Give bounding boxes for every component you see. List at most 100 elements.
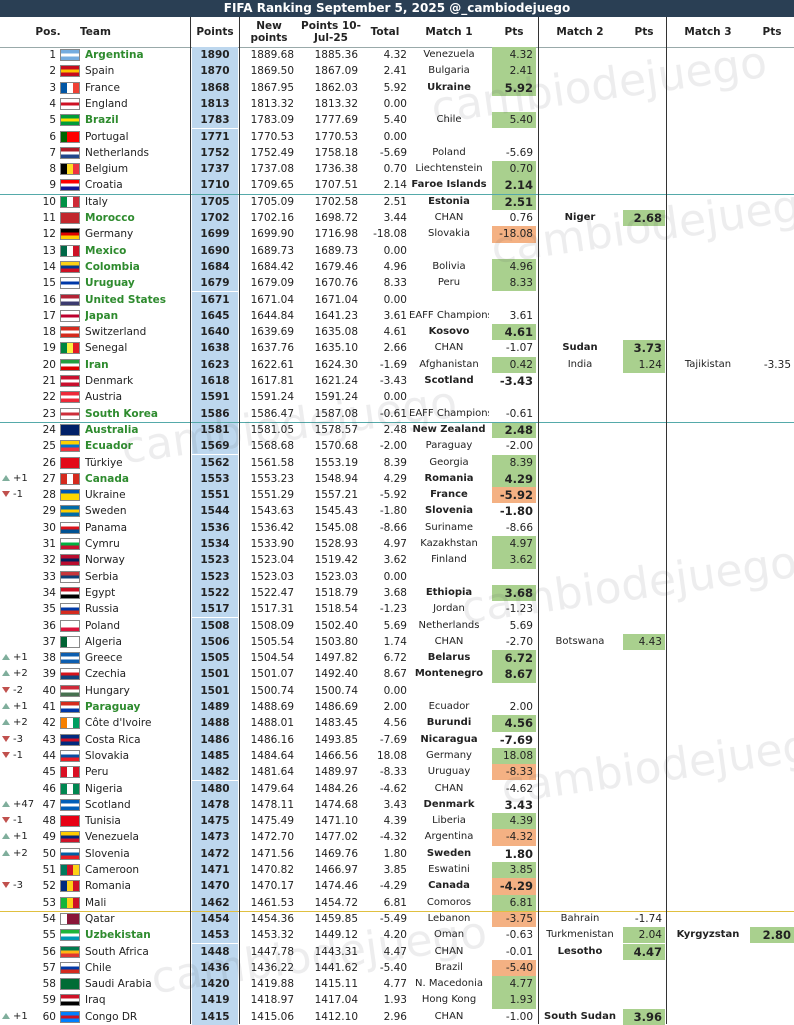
total-change-value: 4.97: [383, 538, 407, 550]
match1-points: 2.48: [492, 421, 536, 439]
points-value: 1544: [192, 503, 238, 520]
match3-opponent: [668, 324, 748, 340]
team-name: Tunisia: [85, 815, 121, 828]
table-row: -2 40 Hungary 1501 1500.74 1500.74 0.00: [0, 682, 794, 699]
match1-points: -0.63: [505, 929, 533, 942]
match3-points: [750, 210, 794, 226]
flag-iraq-icon: [60, 994, 80, 1007]
flag-senegal-icon: [60, 342, 80, 355]
new-points-value: 1436.22: [250, 961, 294, 974]
rank-position: 27: [42, 472, 56, 485]
table-row: 6 Portugal 1771 1770.53 1770.53 0.00: [0, 128, 794, 145]
points-value: 1489: [192, 699, 238, 716]
old-points-value: 1548.94: [314, 472, 358, 485]
match2-opponent: Bahrain: [560, 912, 600, 924]
rank-change-value: +2: [13, 847, 28, 859]
match3-points: [750, 340, 794, 356]
match1-points: 4.56: [492, 715, 536, 732]
match3-points: [750, 878, 794, 894]
rank-change: +47: [2, 797, 34, 813]
match2-points: [623, 275, 665, 291]
rank-change: [2, 944, 34, 960]
points-value: 1536: [192, 519, 238, 536]
match3-points: [750, 292, 794, 308]
total-change-value: 6.81: [383, 896, 407, 909]
team-name: South Korea: [85, 407, 158, 420]
match2-opponent: [540, 748, 620, 764]
old-points-value: 1477.02: [314, 831, 358, 844]
points-value: 1454: [192, 910, 238, 928]
match1-points: 3.43: [504, 797, 533, 812]
match1-points: [492, 292, 536, 308]
rank-change: [2, 275, 34, 291]
match3-opponent: [668, 666, 748, 682]
match1-points: -1.00: [505, 1010, 533, 1023]
header-match1: Match 1: [425, 26, 473, 38]
match2-opponent: [540, 846, 620, 862]
column-divider: [538, 17, 539, 1024]
match3-opponent: [668, 292, 748, 308]
rank-position: 35: [42, 603, 56, 616]
match2-points: 3.73: [623, 340, 665, 357]
old-points-value: 1689.73: [314, 244, 358, 257]
rank-position: 20: [42, 358, 56, 371]
match3-opponent: [668, 699, 748, 715]
rank-change: [2, 177, 34, 193]
total-change-value: 2.14: [383, 179, 407, 192]
rank-position: 9: [49, 179, 56, 192]
match2-opponent: [540, 112, 620, 128]
team-name: Greece: [85, 652, 123, 665]
match2-opponent: Lesotho: [557, 945, 603, 957]
team-name: Romania: [85, 880, 131, 893]
match2-opponent: [540, 177, 620, 193]
match1-opponent: Ukraine: [427, 81, 471, 93]
rank-change: +1: [2, 699, 34, 715]
match3-points: [750, 976, 794, 992]
match2-points: [623, 438, 665, 454]
points-value: 1623: [192, 356, 238, 373]
flag-cymru-icon: [60, 538, 80, 550]
rank-change: -1: [2, 813, 34, 829]
match1-opponent: [409, 389, 489, 405]
team-name: England: [85, 97, 128, 110]
rank-change: [2, 292, 34, 308]
arrow-down-icon: [2, 882, 10, 889]
flag-slovakia-icon: [60, 749, 80, 762]
table-row: 51 Cameroon 1471 1470.82 1466.97 3.85 Eswatini…: [0, 862, 794, 879]
points-value: 1419: [192, 992, 238, 1009]
team-name: Nigeria: [85, 782, 123, 795]
table-title: FIFA Ranking September 5, 2025 @_cambiod…: [0, 0, 794, 17]
match3-points: [750, 895, 794, 911]
flag-venezuela-icon: [60, 831, 80, 844]
match1-points: 6.81: [492, 894, 536, 911]
team-name: Denmark: [85, 375, 134, 387]
arrow-up-icon: [2, 800, 10, 807]
match3-opponent: [668, 243, 748, 259]
old-points-value: 1885.36: [314, 49, 358, 61]
rank-change: +2: [2, 715, 34, 731]
new-points-value: 1470.17: [250, 880, 294, 893]
match2-opponent: [540, 373, 620, 389]
rank-position: 60: [42, 1010, 56, 1023]
table-row: 18 Switzerland 1640 1639.69 1635.08 4.61 Kosov…: [0, 324, 794, 341]
match2-opponent: [540, 618, 620, 634]
new-points-value: 1637.76: [250, 342, 294, 355]
rank-change: -3: [2, 878, 34, 894]
rank-position: 44: [42, 749, 56, 762]
new-points-value: 1617.81: [250, 375, 294, 387]
match1-points: 4.77: [492, 976, 536, 993]
match1-points: 3.61: [509, 309, 533, 322]
match3-points: [750, 324, 794, 340]
rank-position: 14: [42, 260, 56, 273]
match1-points: 2.41: [492, 63, 536, 80]
match3-opponent: [668, 748, 748, 764]
rank-change: [2, 536, 34, 552]
match2-opponent: [540, 471, 620, 487]
rank-change: [2, 438, 34, 454]
flag-egypt-icon: [60, 586, 80, 599]
match3-opponent: [668, 145, 748, 161]
flag-mali-icon: [60, 896, 80, 909]
flag-poland-icon: [60, 619, 80, 632]
match3-opponent: [668, 1009, 748, 1025]
match2-points: [623, 618, 665, 634]
